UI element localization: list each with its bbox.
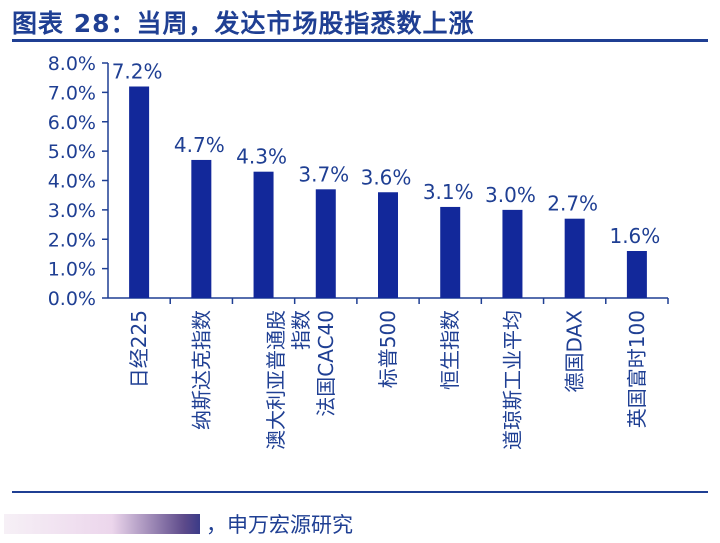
value-label: 1.6% bbox=[609, 224, 660, 248]
category-label-line: 法国CAC40 bbox=[314, 310, 338, 417]
category-label-line: 德国DAX bbox=[563, 310, 587, 393]
bar bbox=[626, 251, 647, 298]
y-axis-ticks: 0.0% 1.0% 2.0% 3.0% 4.0% 5.0% 6.0% 7.0% 8.0% bbox=[48, 53, 108, 310]
category-label: 恒生指数 bbox=[438, 310, 462, 390]
value-label: 7.2% bbox=[112, 60, 163, 84]
title-underline bbox=[12, 39, 708, 42]
value-label: 3.7% bbox=[298, 162, 349, 186]
category-label: 道琼斯工业平均 bbox=[500, 310, 524, 450]
value-label: 4.7% bbox=[174, 133, 225, 157]
bar bbox=[378, 192, 398, 298]
value-labels: 7.2% 4.7% 4.3% 3.7% 3.6% 3.1% 3.0% 2.7% 1.6% bbox=[112, 60, 661, 249]
y-tick-label: 3.0% bbox=[48, 200, 96, 222]
y-tick-label: 4.0% bbox=[48, 171, 96, 193]
value-label: 3.6% bbox=[361, 165, 412, 189]
bar-chart: 0.0% 1.0% 2.0% 3.0% 4.0% 5.0% 6.0% 7.0% 8.0% 7.2… bbox=[48, 53, 669, 450]
category-label: 英国富时100 bbox=[625, 310, 649, 428]
bar bbox=[129, 86, 150, 298]
category-label-line: 道琼斯工业平均 bbox=[500, 310, 524, 450]
y-tick-label: 5.0% bbox=[48, 141, 96, 163]
value-label: 3.0% bbox=[485, 183, 536, 207]
category-label-line: 澳大利亚普通股 bbox=[264, 310, 288, 450]
bar bbox=[502, 209, 523, 298]
category-label-line: 英国富时100 bbox=[625, 310, 649, 428]
bar bbox=[440, 206, 461, 298]
y-tick-label: 6.0% bbox=[48, 112, 96, 134]
y-tick-label: 7.0% bbox=[48, 82, 96, 104]
bar bbox=[253, 171, 274, 298]
category-label: 澳大利亚普通股 指数 bbox=[264, 310, 313, 450]
footer-rule bbox=[12, 491, 708, 493]
category-label-line: 纳斯达克指数 bbox=[189, 310, 213, 430]
category-label: 德国DAX bbox=[563, 310, 587, 393]
value-label: 3.1% bbox=[423, 180, 474, 204]
category-label: 法国CAC40 bbox=[314, 310, 338, 417]
category-label-line: 恒生指数 bbox=[438, 310, 462, 390]
bar bbox=[564, 218, 585, 298]
chart-title: 图表 28：当周，发达市场股指悉数上涨 bbox=[12, 9, 475, 38]
bars bbox=[129, 86, 647, 298]
value-label: 2.7% bbox=[547, 192, 598, 216]
y-tick-label: 2.0% bbox=[48, 229, 96, 251]
y-tick-label: 8.0% bbox=[48, 53, 96, 75]
category-label: 纳斯达克指数 bbox=[189, 310, 213, 430]
y-tick-label: 0.0% bbox=[48, 288, 96, 310]
bar bbox=[315, 189, 336, 298]
source-note: ，申万宏源研究 bbox=[206, 513, 353, 537]
category-labels: 日经225 纳斯达克指数 澳大利亚普通股 指数 法国CAC40 标普500 恒生指数 道琼斯工… bbox=[127, 310, 649, 450]
value-label: 4.3% bbox=[236, 145, 287, 169]
category-label-line: 标普500 bbox=[376, 310, 400, 388]
source-redaction bbox=[4, 514, 200, 534]
y-tick-label: 1.0% bbox=[48, 259, 96, 281]
category-label: 标普500 bbox=[376, 310, 400, 388]
category-label-line: 日经225 bbox=[127, 310, 151, 388]
bar bbox=[191, 159, 212, 298]
category-label-line: 指数 bbox=[289, 310, 313, 350]
category-label: 日经225 bbox=[127, 310, 151, 388]
